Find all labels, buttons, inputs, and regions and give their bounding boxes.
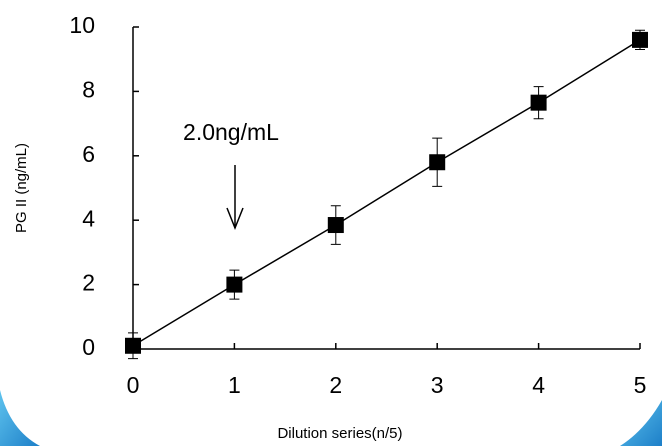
marker bbox=[429, 154, 446, 171]
y-axis-label: PG II (ng/mL) bbox=[13, 143, 30, 233]
y-tick-label: 10 bbox=[69, 12, 95, 38]
y-tick-label: 2 bbox=[82, 270, 95, 296]
x-tick-label: 3 bbox=[431, 372, 444, 398]
marker bbox=[125, 337, 141, 354]
y-tick-label: 8 bbox=[82, 76, 95, 102]
x-tick-label: 1 bbox=[228, 372, 241, 398]
marker bbox=[226, 276, 243, 293]
marker bbox=[530, 94, 547, 111]
corner-decoration bbox=[620, 400, 662, 446]
marker bbox=[632, 31, 648, 48]
y-tick-label: 4 bbox=[82, 205, 95, 231]
corner-decoration bbox=[0, 390, 40, 446]
x-tick-label: 5 bbox=[634, 372, 647, 398]
x-tick-label: 2 bbox=[329, 372, 342, 398]
fit-line bbox=[132, 39, 641, 347]
marker bbox=[327, 217, 344, 234]
x-axis-label: Dilution series(n/5) bbox=[277, 425, 402, 442]
x-tick-label: 0 bbox=[127, 372, 140, 398]
x-tick-label: 4 bbox=[532, 372, 545, 398]
y-tick-label: 6 bbox=[82, 141, 95, 167]
y-tick-label: 0 bbox=[82, 334, 95, 360]
annotation: 2.0ng/mL bbox=[183, 119, 279, 145]
annotation-arrow bbox=[226, 165, 244, 231]
